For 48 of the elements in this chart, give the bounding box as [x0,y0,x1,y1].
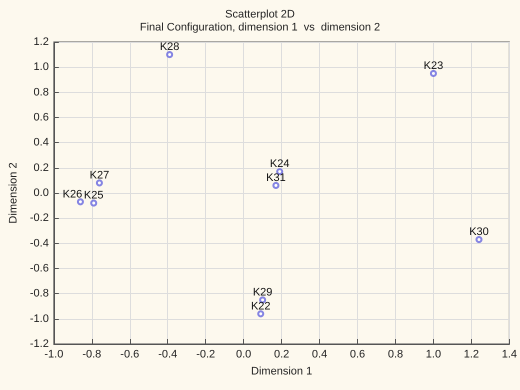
annotation: K22 [250,300,271,312]
point [76,198,84,206]
point [430,70,437,77]
annotation: K27 [90,169,110,182]
annotation: K26 [62,188,82,200]
x-tick-label: 1.2 [464,348,480,360]
y-tick-label: 0.8 [34,86,49,98]
y-tick-label: -0.2 [30,212,49,224]
x-tick-label: 0.4 [312,348,328,360]
x-axis-title: Dimension 1 [251,366,312,378]
point [257,310,264,318]
x-tick-label: 0.2 [274,348,290,360]
annotation: K30 [469,226,489,238]
x-tick-label: 0.6 [350,348,366,360]
y-tick-label: 1.2 [34,36,49,48]
x-tick-label: -0.8 [82,348,102,360]
y-tick-label: -1.2 [30,338,49,350]
x-tick-label: 1.4 [502,348,518,360]
annotation: K28 [160,41,180,54]
x-tick-label: -1.0 [44,348,64,360]
chart-subtitle: Final Configuration, dimension 1 vs dimension 2 [140,22,380,34]
annotation: K31 [266,172,286,184]
annotation: K24 [270,158,290,170]
y-tick-label: 0.0 [34,187,49,199]
y-tick-label: 0.6 [34,112,49,124]
chart-title: Scatterplot 2D [225,8,295,20]
annotation: K23 [424,60,444,72]
y-tick-label: 0.4 [34,136,49,149]
point [90,200,98,207]
point [166,51,174,58]
point [96,179,103,186]
y-tick-label: -0.4 [30,237,49,250]
x-tick-label: -0.6 [120,348,140,360]
x-tick-label: -0.2 [196,348,216,360]
annotation: K29 [252,286,272,298]
y-tick-label: -1.0 [30,312,49,325]
y-tick-label: -0.8 [30,288,49,300]
point [272,182,280,189]
annotation: K25 [84,190,104,202]
x-tick-label: 0.8 [388,348,404,360]
x-tick-label: 0.0 [236,348,252,360]
x-tick-label: 1.0 [426,348,442,360]
point [475,236,482,244]
y-axis-title: Dimension 2 [8,162,20,224]
y-tick-label: 1.0 [34,61,49,74]
y-tick-label: -0.6 [30,262,49,274]
y-tick-label: 0.2 [34,162,49,174]
x-tick-label: -0.4 [158,348,178,360]
